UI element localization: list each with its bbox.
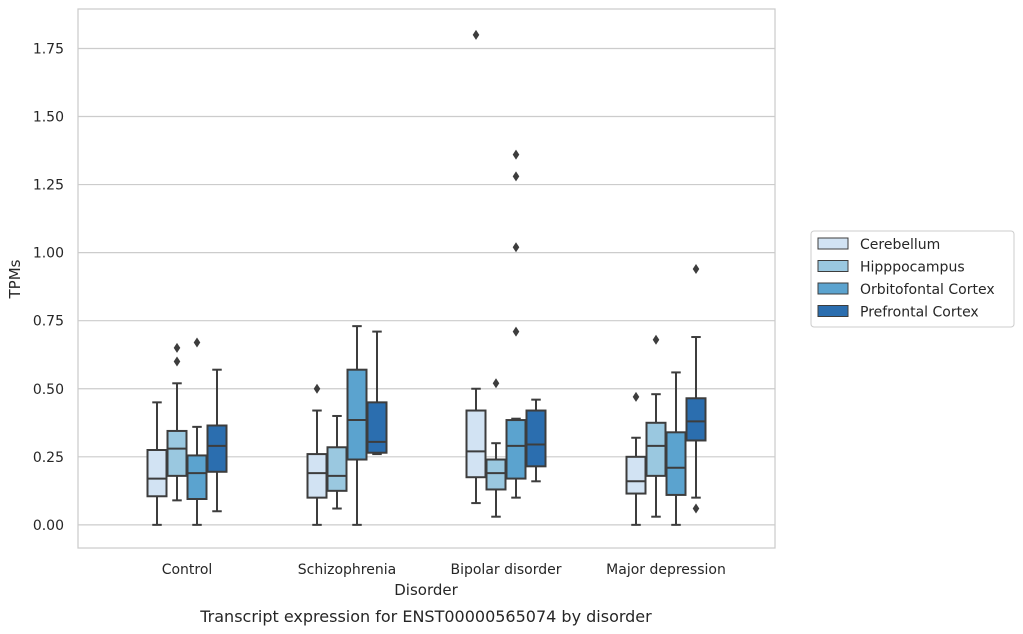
x-tick-label: Major depression — [606, 562, 726, 578]
outlier-point — [173, 342, 181, 353]
y-tick-label: 0.50 — [33, 382, 64, 398]
box — [326, 414, 348, 510]
legend-label: Orbitofontal Cortex — [860, 282, 995, 298]
box-body — [485, 458, 507, 491]
box-body — [366, 401, 388, 454]
box-body — [665, 431, 687, 496]
outlier-point — [173, 356, 181, 367]
outlier-point — [512, 326, 520, 337]
box-body — [645, 421, 667, 477]
box — [346, 325, 368, 526]
series-cerebellum — [146, 29, 647, 526]
box-body — [685, 397, 707, 442]
series-hipppocampus — [166, 334, 667, 518]
box-body — [625, 455, 647, 495]
outlier-point — [492, 378, 500, 389]
series-prefrontal-cortex — [206, 263, 707, 514]
y-tick-label: 1.75 — [33, 41, 64, 57]
box — [186, 337, 208, 526]
box — [206, 368, 228, 513]
outlier-point — [692, 263, 700, 274]
y-tick-label: 0.75 — [33, 314, 64, 330]
box — [166, 342, 188, 502]
box-body — [146, 449, 168, 498]
box — [465, 29, 487, 505]
legend-swatch — [817, 305, 849, 317]
box — [685, 263, 707, 514]
plot-frame — [77, 8, 776, 549]
box — [485, 378, 507, 518]
y-tick-labels: 0.00 0.25 0.50 0.75 1.00 1.25 1.50 1.75 — [33, 41, 64, 533]
y-axis-label: TPMs — [6, 259, 24, 299]
y-tick-label: 1.00 — [33, 246, 64, 262]
x-tick-label: Control — [162, 562, 213, 578]
outlier-point — [652, 334, 660, 345]
box-body — [306, 453, 328, 499]
x-tick-label: Bipolar disorder — [450, 562, 561, 578]
box-body — [166, 429, 188, 477]
box-body — [465, 409, 487, 479]
box-body — [346, 368, 368, 461]
chart-caption: Transcript expression for ENST0000056507… — [199, 607, 652, 626]
legend-swatch — [817, 237, 849, 250]
box — [665, 371, 687, 526]
legend-label: Cerebellum — [860, 237, 940, 253]
outlier-point — [313, 383, 321, 394]
outlier-point — [512, 171, 520, 182]
y-tick-label: 1.25 — [33, 178, 64, 194]
box — [645, 334, 667, 518]
box — [625, 391, 647, 526]
box-body — [206, 424, 228, 473]
outlier-point — [472, 29, 480, 40]
legend-label: Prefrontal Cortex — [860, 305, 979, 321]
box-body — [505, 419, 527, 480]
series-orbitofontal-cortex — [186, 149, 687, 526]
x-tick-labels: Control Schizophrenia Bipolar disorder Majo… — [162, 562, 726, 578]
outlier-point — [512, 242, 520, 253]
box — [505, 149, 527, 499]
legend-label: Hipppocampus — [860, 260, 965, 276]
box-series — [146, 29, 707, 526]
x-tick-label: Schizophrenia — [298, 562, 396, 578]
box-body — [525, 409, 547, 468]
legend-frame — [810, 230, 1015, 328]
box — [306, 383, 328, 526]
outlier-point — [692, 503, 700, 514]
box-body — [326, 446, 348, 492]
legend-swatch — [817, 282, 849, 295]
y-tick-label: 0.25 — [33, 450, 64, 466]
box — [146, 401, 168, 526]
outlier-point — [632, 391, 640, 402]
outlier-point — [193, 337, 201, 348]
outlier-point — [512, 149, 520, 160]
legend: Cerebellum Hipppocampus Orbitofontal Corte… — [810, 230, 1015, 328]
box-body — [186, 454, 208, 501]
box — [525, 398, 547, 483]
x-axis-label: Disorder — [394, 581, 458, 599]
box — [366, 330, 388, 456]
y-tick-label: 1.50 — [33, 110, 64, 126]
y-tick-label: 0.00 — [33, 518, 64, 534]
legend-swatch — [817, 260, 849, 272]
